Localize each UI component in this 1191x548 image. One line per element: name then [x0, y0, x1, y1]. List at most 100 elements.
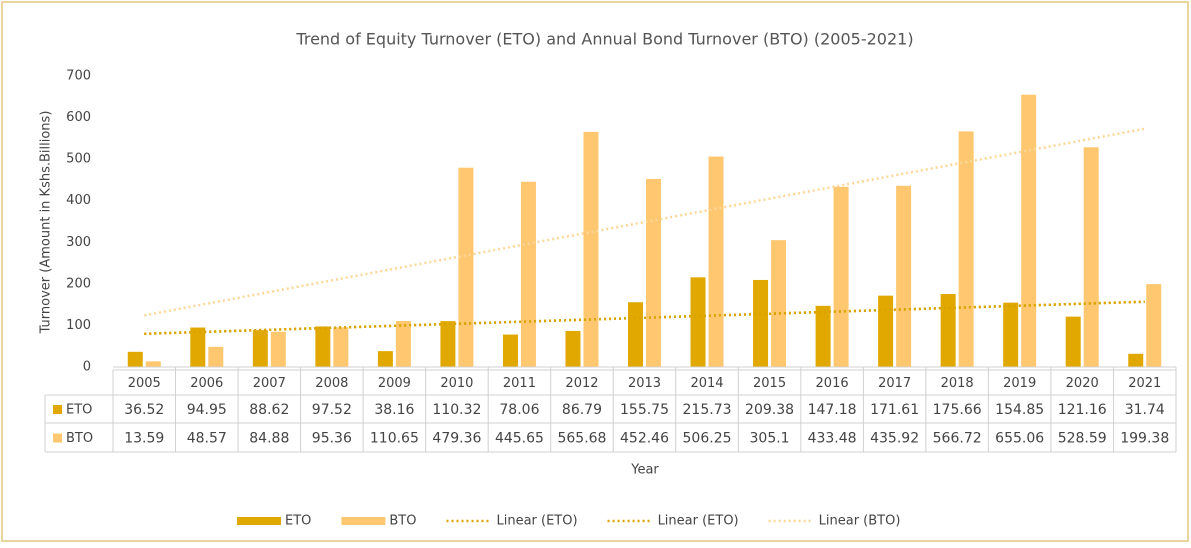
x-tick-label: 2016	[816, 376, 849, 391]
table-value: 305.1	[750, 431, 790, 447]
x-tick-label: 2011	[503, 376, 536, 391]
x-tick-label: 2021	[1128, 376, 1161, 391]
x-tick-label: 2008	[315, 376, 348, 391]
bar	[753, 279, 769, 367]
bar	[771, 240, 787, 367]
table-value: 88.62	[249, 402, 289, 418]
bar	[520, 181, 536, 367]
table-value: 154.85	[995, 402, 1044, 418]
bar	[583, 131, 599, 367]
bar	[1003, 302, 1019, 367]
table-value: 97.52	[312, 402, 352, 418]
table-value: 566.72	[933, 431, 982, 447]
table-value: 479.36	[432, 431, 481, 447]
table-value: 565.68	[557, 431, 606, 447]
legend-label: Linear (BTO)	[819, 514, 901, 529]
x-axis-label: Year	[630, 463, 659, 478]
x-tick-label: 2014	[690, 376, 723, 391]
bar	[878, 295, 894, 367]
bar	[395, 321, 411, 367]
table-value: 84.88	[249, 431, 289, 447]
table-value: 171.61	[870, 402, 919, 418]
bar	[958, 131, 974, 367]
bar	[145, 361, 161, 367]
x-tick-label: 2018	[941, 376, 974, 391]
legend-key	[341, 517, 386, 525]
table-value: 38.16	[374, 402, 414, 418]
bar	[270, 331, 286, 367]
table-value: 86.79	[562, 402, 602, 418]
y-axis-label: Turnover (Amount in Kshs.Billions)	[39, 111, 54, 335]
table-value: 13.59	[124, 431, 164, 447]
bar	[1146, 284, 1162, 367]
table-value: 121.16	[1058, 402, 1107, 418]
x-tick-label: 2010	[440, 376, 473, 391]
x-tick-label: 2009	[378, 376, 411, 391]
x-tick-label: 2006	[190, 376, 223, 391]
legend-label: Linear (ETO)	[658, 514, 739, 529]
bar	[1065, 316, 1081, 367]
bar	[1021, 94, 1037, 368]
x-tick-label: 2015	[753, 376, 786, 391]
bar	[315, 326, 331, 367]
y-tick-label: 500	[66, 152, 91, 167]
table-value: 215.73	[683, 402, 732, 418]
bar	[565, 330, 581, 367]
bar	[833, 186, 849, 367]
bar	[377, 351, 393, 367]
x-tick-label: 2007	[253, 376, 286, 391]
x-tick-label: 2020	[1066, 376, 1099, 391]
x-tick-label: 2005	[128, 376, 161, 391]
legend-key	[237, 517, 281, 525]
table-value: 433.48	[808, 431, 857, 447]
table-series-name: ETO	[66, 403, 92, 418]
table-value: 110.65	[370, 431, 419, 447]
y-tick-label: 0	[83, 360, 91, 375]
bar	[690, 277, 706, 367]
bar	[708, 156, 724, 367]
table-value: 48.57	[187, 431, 227, 447]
table-value: 528.59	[1058, 431, 1107, 447]
y-tick-label: 700	[66, 69, 91, 84]
bar	[502, 334, 518, 367]
x-tick-label: 2013	[628, 376, 661, 391]
table-legend-key	[53, 433, 62, 443]
table-value: 95.36	[312, 431, 352, 447]
y-tick-label: 600	[66, 110, 91, 125]
table-series-name: BTO	[66, 431, 93, 446]
table-value: 209.38	[745, 402, 794, 418]
legend-label: Linear (ETO)	[496, 514, 577, 529]
bar	[1128, 353, 1144, 367]
bar	[1083, 147, 1099, 367]
bar	[190, 327, 206, 367]
y-tick-label: 100	[66, 318, 91, 333]
chart-title: Trend of Equity Turnover (ETO) and Annua…	[295, 30, 913, 49]
legend-label: BTO	[389, 514, 416, 529]
bar	[127, 351, 143, 367]
table-legend-key	[53, 405, 62, 414]
bar	[815, 305, 831, 367]
bar	[252, 330, 268, 367]
y-tick-label: 200	[66, 276, 91, 291]
table-value: 655.06	[995, 431, 1044, 447]
trendline	[144, 300, 1145, 336]
table-value: 94.95	[187, 402, 227, 418]
table-value: 506.25	[683, 431, 732, 447]
table-value: 155.75	[620, 402, 669, 418]
bar	[896, 185, 912, 367]
table-value: 110.32	[432, 402, 481, 418]
bar	[208, 346, 224, 367]
bar	[940, 293, 956, 367]
bar	[458, 167, 474, 367]
table-value: 36.52	[124, 402, 164, 418]
x-tick-label: 2017	[878, 376, 911, 391]
table-value: 435.92	[870, 431, 919, 447]
table-value: 452.46	[620, 431, 669, 447]
table-value: 31.74	[1125, 402, 1165, 418]
x-tick-label: 2012	[565, 376, 598, 391]
bar	[646, 178, 661, 367]
bar	[628, 302, 643, 367]
y-tick-label: 400	[66, 193, 91, 208]
legend-label: ETO	[285, 514, 311, 529]
